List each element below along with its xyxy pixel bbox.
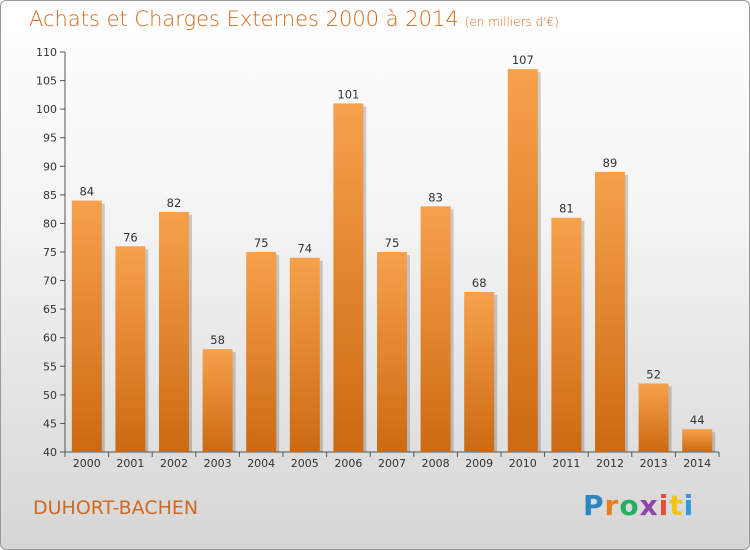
y-tick-label: 105: [36, 75, 57, 88]
x-tick-label-2006: 2006: [334, 457, 362, 470]
y-tick-label: 75: [43, 246, 57, 259]
x-tick-label-2003: 2003: [204, 457, 232, 470]
y-tick-label: 110: [36, 46, 57, 59]
logo-letter: P: [583, 489, 605, 522]
y-tick-label: 50: [43, 389, 57, 402]
value-label-2003: 58: [210, 333, 225, 347]
value-labels: 84 76 82 58 75 74 101 75 83 68 107 81 89 52 44: [79, 53, 704, 427]
value-label-2000: 84: [79, 185, 94, 199]
logo-letter: i: [658, 489, 670, 522]
bar-2012: [595, 172, 625, 452]
y-tick-label: 80: [43, 217, 57, 230]
chart-subtitle: (en milliers d'€): [464, 15, 559, 29]
value-label-2002: 82: [167, 196, 182, 210]
y-tick-label: 65: [43, 303, 57, 316]
bar-2014: [682, 429, 713, 452]
bar-2006: [333, 103, 364, 452]
bar-2010: [507, 69, 538, 453]
bar-2011: [551, 217, 582, 452]
logo-letter: x: [639, 489, 659, 522]
value-label-2008: 83: [428, 190, 443, 204]
x-tick-label-2009: 2009: [465, 457, 493, 470]
axes: 40 45 50 55 60 65 70 75 80 85 90 95 100 105 110 2000 200…: [36, 46, 720, 470]
value-label-2006: 101: [337, 87, 359, 101]
bar-2008: [420, 206, 451, 452]
x-tick-label-2001: 2001: [116, 457, 144, 470]
value-label-2004: 75: [254, 236, 269, 250]
y-tick-label: 90: [43, 160, 57, 173]
logo-letter: r: [604, 489, 620, 522]
x-tick-label-2011: 2011: [552, 457, 580, 470]
x-tick-label-2012: 2012: [596, 457, 624, 470]
logo-letter: o: [619, 489, 640, 522]
y-tick-label: 85: [43, 189, 57, 202]
y-tick-label: 60: [43, 332, 57, 345]
x-tick-label-2000: 2000: [73, 457, 101, 470]
place-name: DUHORT-BACHEN: [33, 497, 199, 519]
value-label-2007: 75: [385, 236, 400, 250]
y-tick-label: 100: [36, 103, 57, 116]
value-label-2001: 76: [123, 230, 138, 244]
y-tick-label: 40: [43, 446, 57, 459]
y-tick-label: 70: [43, 275, 57, 288]
value-label-2009: 68: [472, 276, 487, 290]
bar-2013: [638, 383, 669, 452]
value-label-2011: 81: [559, 202, 574, 216]
bar-2001: [115, 246, 146, 452]
x-tick-label-2002: 2002: [160, 457, 188, 470]
value-label-2005: 74: [297, 242, 312, 256]
y-tick-label: 55: [43, 360, 57, 373]
y-tick-label: 95: [43, 132, 57, 145]
x-tick-label-2005: 2005: [291, 457, 319, 470]
proxiti-logo: Proxiti: [583, 489, 694, 522]
chart-title: Achats et Charges Externes 2000 à 2014 (e…: [29, 7, 559, 31]
logo-letter: i: [683, 489, 695, 522]
x-tick-label-2008: 2008: [422, 457, 450, 470]
bar-2007: [377, 252, 407, 452]
x-tick-label-2013: 2013: [640, 457, 668, 470]
bar-2002: [159, 212, 189, 452]
bar-2000: [71, 200, 102, 452]
bar-2004: [246, 252, 277, 452]
bar-2003: [202, 349, 233, 452]
value-label-2012: 89: [603, 156, 618, 170]
bar-2009: [464, 292, 495, 452]
bars: [71, 69, 716, 453]
bar-2005: [289, 257, 320, 452]
x-tick-label-2004: 2004: [247, 457, 275, 470]
y-tick-label: 45: [43, 417, 57, 430]
x-tick-label-2007: 2007: [378, 457, 406, 470]
logo-letter: t: [669, 489, 684, 522]
value-label-2013: 52: [646, 367, 661, 381]
value-label-2010: 107: [512, 53, 534, 67]
x-tick-label-2010: 2010: [509, 457, 537, 470]
value-label-2014: 44: [690, 413, 705, 427]
x-tick-label-2014: 2014: [683, 457, 711, 470]
